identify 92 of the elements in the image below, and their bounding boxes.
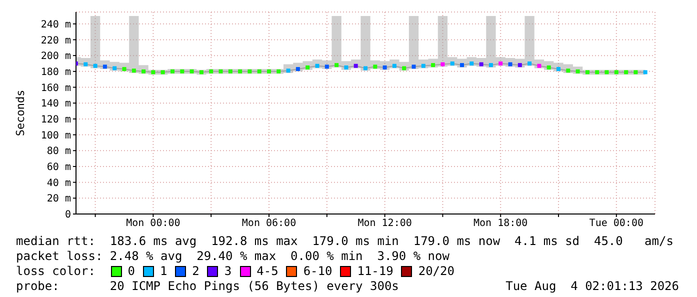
y-tick-label: 240 m <box>40 19 71 30</box>
point <box>508 62 512 66</box>
point <box>142 69 146 74</box>
point <box>354 64 358 68</box>
point <box>614 70 618 74</box>
legend-label: 20/20 <box>418 264 454 279</box>
legend-label: 3 <box>224 264 232 279</box>
x-tick-label: Mon 18:00 <box>474 218 528 230</box>
point <box>238 69 242 74</box>
point <box>199 70 204 74</box>
point <box>93 64 98 68</box>
point <box>604 70 609 74</box>
point <box>267 69 271 74</box>
point <box>151 70 156 74</box>
legend-label: 6-10 <box>303 264 332 279</box>
y-tick-label: 0 <box>64 210 71 221</box>
point <box>373 64 378 69</box>
y-tick-label: 140 m <box>40 98 71 110</box>
point <box>440 62 445 66</box>
point <box>190 69 194 74</box>
x-tick-label: Mon 06:00 <box>242 218 296 230</box>
text: packet loss: 2.48 % avg 29.40 % max 0.00 % min 3.90 % now <box>16 249 450 264</box>
point <box>556 67 560 72</box>
y-tick-label: 80 m <box>46 146 71 158</box>
point <box>209 69 214 74</box>
point <box>160 70 165 74</box>
point <box>112 66 117 70</box>
point <box>170 69 174 74</box>
point <box>537 64 542 68</box>
point <box>624 70 628 74</box>
x-tick-label: Mon 00:00 <box>126 218 180 230</box>
point <box>488 63 493 68</box>
point <box>460 63 464 68</box>
point <box>257 69 262 74</box>
point <box>248 69 252 74</box>
y-tick-label: 40 m <box>46 178 71 189</box>
point <box>576 69 580 74</box>
legend-label: 11-19 <box>357 264 394 279</box>
point <box>518 63 522 68</box>
line-series <box>76 62 646 73</box>
point <box>421 64 426 68</box>
point <box>470 61 474 66</box>
point <box>84 62 88 66</box>
point <box>392 64 396 68</box>
point <box>431 63 436 68</box>
point <box>364 66 368 70</box>
point <box>344 65 348 70</box>
legend-title: loss color: <box>16 264 96 279</box>
point <box>102 64 107 69</box>
text: median rtt: 183.6 ms avg 192.8 ms max 179.0 ms min 179.0 ms now 4.1 ms sd 45.0 am/s <box>16 234 674 249</box>
point <box>412 64 416 69</box>
point <box>585 70 590 74</box>
y-tick-label: 20 m <box>46 194 71 205</box>
point <box>382 65 387 70</box>
y-tick-label: 200 m <box>40 51 71 62</box>
point <box>479 62 484 66</box>
point <box>315 64 320 68</box>
point <box>546 65 551 70</box>
point <box>643 70 648 74</box>
legend-label: 1 <box>160 264 168 279</box>
legend-label: 2 <box>192 264 200 279</box>
point <box>296 67 300 72</box>
point <box>324 64 329 69</box>
point <box>306 65 310 70</box>
text: Tue Aug 4 02:01:13 2026 <box>506 279 679 294</box>
point <box>122 67 126 72</box>
y-tick-label: 220 m <box>40 35 71 46</box>
point <box>498 61 503 66</box>
point <box>132 68 136 73</box>
text: probe: 20 ICMP Echo Pings (56 Bytes) every 300s <box>16 279 399 294</box>
x-tick-label: Tue 00:00 <box>589 218 644 230</box>
point <box>334 63 339 68</box>
point <box>218 69 223 74</box>
point <box>528 61 532 66</box>
legend-label: 0 <box>128 264 135 279</box>
y-axis-title: Seconds <box>14 90 27 136</box>
y-tick-label: 160 m <box>40 82 71 94</box>
legend-label: 4-5 <box>256 264 278 279</box>
y-tick-label: 100 m <box>40 130 71 142</box>
x-tick-label: Mon 12:00 <box>358 218 412 230</box>
point <box>634 70 638 74</box>
y-tick-label: 180 m <box>40 66 71 78</box>
point <box>402 66 406 70</box>
y-tick-label: 60 m <box>46 162 71 174</box>
point <box>450 61 454 66</box>
point <box>276 69 281 74</box>
point <box>566 68 570 73</box>
point <box>228 69 232 74</box>
point <box>180 69 184 74</box>
y-tick-label: 120 m <box>40 114 71 126</box>
point <box>595 70 600 74</box>
point <box>286 68 290 73</box>
